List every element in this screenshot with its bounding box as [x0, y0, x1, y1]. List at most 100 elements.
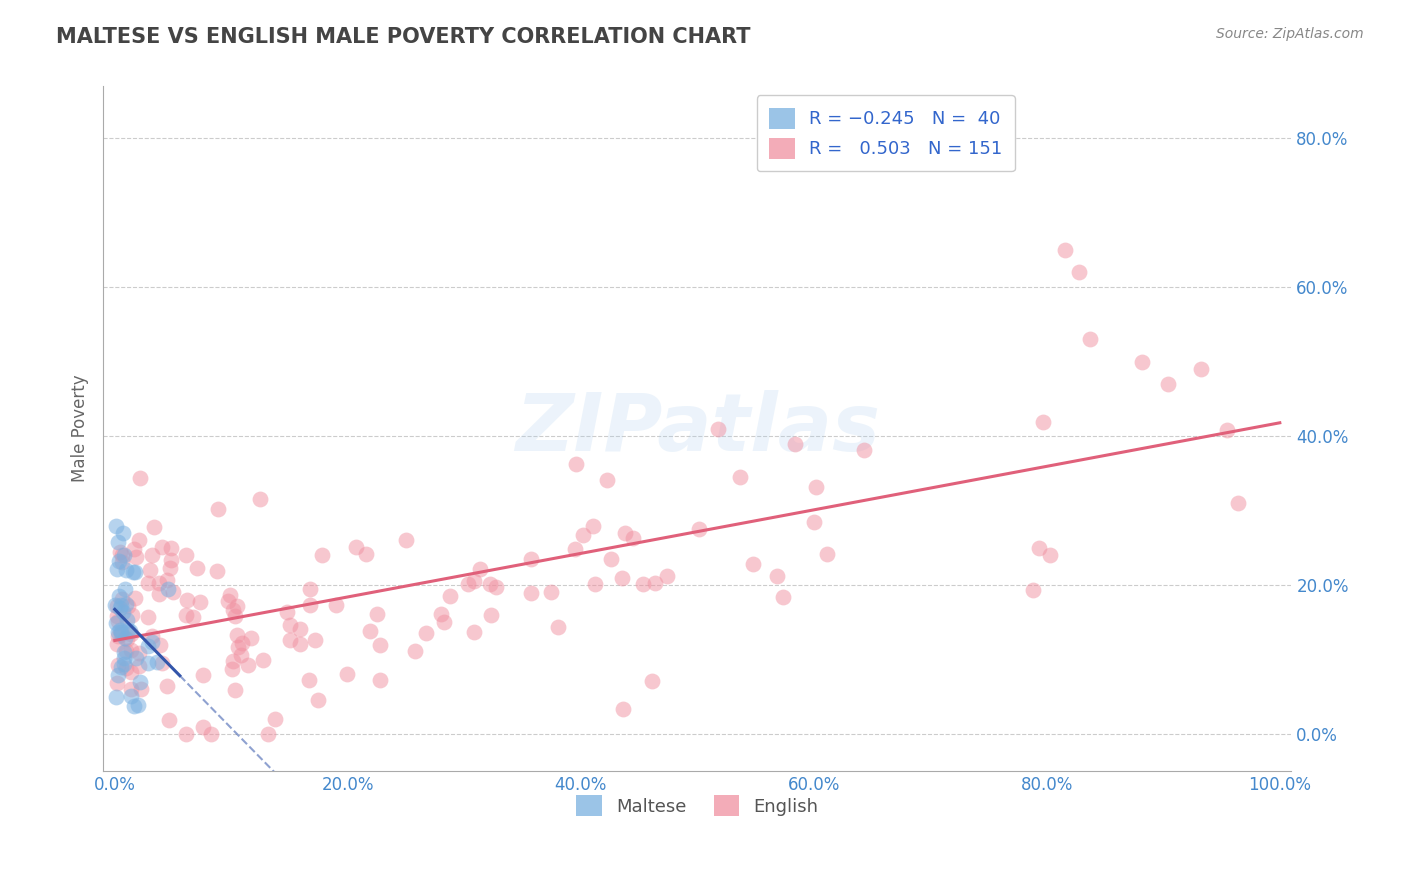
Legend: Maltese, English: Maltese, English [569, 788, 825, 823]
Point [110, 627, 132, 641]
Point [111, 525, 134, 540]
Point [766, 569, 789, 583]
Point [129, 471, 152, 485]
Point [105, 599, 128, 613]
Point [655, 569, 678, 583]
Point [104, 519, 127, 533]
Point [395, 533, 418, 547]
Point [186, 561, 208, 575]
Point [120, 624, 142, 639]
Point [311, 548, 333, 562]
Point [1189, 362, 1212, 376]
Point [288, 622, 311, 636]
Point [128, 533, 150, 548]
Point [117, 624, 139, 638]
Point [263, 712, 285, 726]
Point [128, 658, 150, 673]
Point [122, 699, 145, 714]
Point [188, 595, 211, 609]
Point [110, 624, 132, 639]
Point [159, 561, 181, 575]
Point [152, 540, 174, 554]
Point [278, 618, 301, 632]
Point [439, 589, 461, 603]
Point [304, 633, 326, 648]
Point [107, 658, 129, 673]
Point [107, 629, 129, 643]
Point [114, 582, 136, 597]
Point [160, 541, 183, 555]
Point [148, 587, 170, 601]
Point [1039, 548, 1062, 562]
Point [107, 614, 129, 628]
Point [610, 571, 633, 585]
Point [107, 534, 129, 549]
Point [157, 582, 180, 596]
Point [853, 443, 876, 458]
Point [404, 644, 426, 658]
Point [105, 676, 128, 690]
Text: Source: ZipAtlas.com: Source: ZipAtlas.com [1216, 27, 1364, 41]
Point [125, 549, 148, 564]
Point [136, 610, 159, 624]
Point [276, 605, 298, 619]
Point [125, 651, 148, 665]
Point [114, 661, 136, 675]
Point [564, 457, 586, 471]
Point [433, 615, 456, 629]
Point [107, 625, 129, 640]
Point [156, 679, 179, 693]
Point [181, 610, 204, 624]
Point [110, 598, 132, 612]
Point [463, 624, 485, 639]
Point [110, 660, 132, 674]
Point [307, 693, 329, 707]
Point [520, 551, 543, 566]
Point [430, 607, 453, 622]
Point [160, 553, 183, 567]
Point [129, 675, 152, 690]
Point [803, 515, 825, 529]
Point [104, 615, 127, 630]
Point [1028, 541, 1050, 555]
Point [105, 637, 128, 651]
Point [112, 657, 135, 671]
Point [157, 714, 180, 728]
Point [129, 681, 152, 696]
Point [288, 637, 311, 651]
Point [115, 613, 138, 627]
Point [226, 599, 249, 614]
Point [143, 520, 166, 534]
Point [176, 592, 198, 607]
Point [366, 607, 388, 622]
Point [368, 673, 391, 687]
Point [224, 608, 246, 623]
Point [688, 522, 710, 536]
Point [114, 646, 136, 660]
Point [583, 577, 606, 591]
Point [200, 726, 222, 740]
Point [174, 548, 197, 562]
Point [111, 591, 134, 606]
Point [139, 563, 162, 577]
Point [479, 576, 502, 591]
Point [122, 542, 145, 557]
Y-axis label: Male Poverty: Male Poverty [72, 375, 89, 483]
Point [141, 548, 163, 562]
Point [224, 682, 246, 697]
Point [110, 545, 132, 559]
Point [325, 598, 347, 612]
Point [225, 628, 247, 642]
Point [252, 653, 274, 667]
Point [596, 473, 619, 487]
Point [107, 667, 129, 681]
Point [104, 598, 127, 612]
Point [120, 689, 142, 703]
Point [519, 586, 541, 600]
Point [468, 561, 491, 575]
Point [111, 555, 134, 569]
Point [138, 657, 160, 671]
Point [121, 565, 143, 579]
Point [457, 577, 479, 591]
Text: MALTESE VS ENGLISH MALE POVERTY CORRELATION CHART: MALTESE VS ENGLISH MALE POVERTY CORRELAT… [56, 27, 751, 46]
